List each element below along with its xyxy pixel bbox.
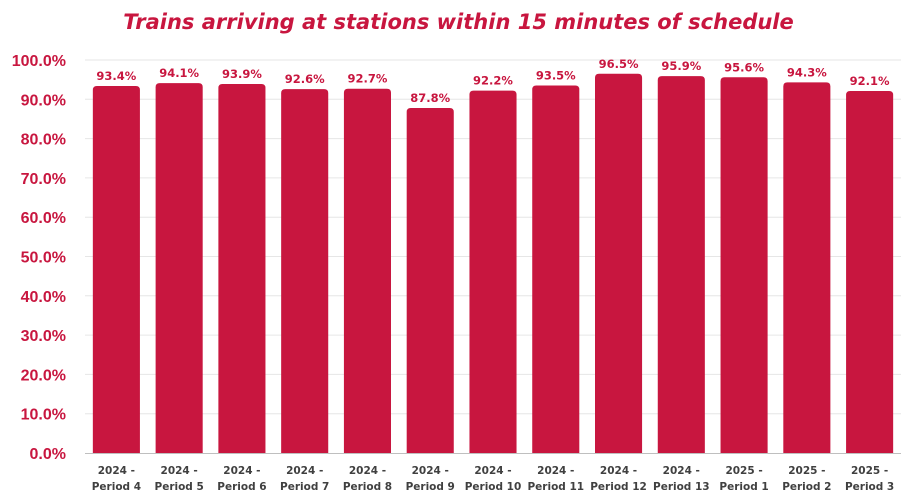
x-tick-label: Period 8 [343, 481, 392, 493]
y-tick-label: 90.0% [21, 92, 66, 109]
x-tick-label: 2024 - [663, 465, 700, 477]
x-tick-label: Period 3 [845, 481, 894, 493]
x-tick-label: Period 13 [653, 481, 710, 493]
y-axis-ticks: 0.0% 10.0% 20.0% 30.0% 40.0% 50.0% 60.0% 70.0% 8… [12, 53, 66, 463]
data-label: 94.3% [787, 65, 827, 79]
data-label: 95.6% [724, 60, 764, 74]
data-label: 93.9% [222, 67, 262, 81]
bars [92, 73, 894, 454]
x-tick-label: 2024 - [474, 465, 511, 477]
x-tick-label: 2024 - [223, 465, 260, 477]
x-tick-label: 2024 - [537, 465, 574, 477]
data-label: 94.1% [159, 66, 199, 80]
bar [218, 83, 266, 454]
bar [657, 76, 705, 453]
x-tick-label: Period 7 [280, 481, 329, 493]
data-label: 92.2% [473, 74, 513, 88]
bar [281, 89, 329, 453]
data-label: 93.4% [96, 69, 136, 83]
data-label: 96.5% [599, 57, 639, 71]
y-tick-label: 100.0% [12, 53, 66, 70]
bar [469, 90, 517, 454]
x-tick-label: 2024 - [412, 465, 449, 477]
x-tick-label: 2024 - [98, 465, 135, 477]
bar [92, 85, 140, 454]
x-tick-label: 2024 - [161, 465, 198, 477]
bar [595, 73, 643, 453]
data-label: 87.8% [410, 91, 450, 105]
bar [783, 82, 831, 453]
data-label: 92.1% [850, 74, 890, 88]
data-label: 92.6% [285, 72, 325, 86]
x-axis-ticks: 2024 - Period 4 2024 - Period 5 2024 - Period… [92, 465, 895, 493]
x-tick-label: 2024 - [349, 465, 386, 477]
chart-title: Trains arriving at stations within 15 mi… [123, 10, 794, 34]
x-tick-label: Period 9 [406, 481, 455, 493]
data-label: 93.5% [536, 69, 576, 83]
x-tick-label: 2025 - [851, 465, 888, 477]
x-tick-label: Period 6 [217, 481, 266, 493]
y-tick-label: 0.0% [30, 446, 66, 463]
x-tick-label: Period 10 [465, 481, 522, 493]
y-tick-label: 10.0% [21, 407, 66, 424]
bar [155, 83, 203, 453]
bar [532, 85, 580, 454]
x-tick-label: Period 2 [782, 481, 831, 493]
x-tick-label: Period 4 [92, 481, 141, 493]
x-tick-label: 2024 - [600, 465, 637, 477]
y-tick-label: 70.0% [21, 171, 66, 188]
x-tick-label: Period 5 [155, 481, 204, 493]
y-tick-label: 60.0% [21, 210, 66, 227]
data-labels: 93.4% 94.1% 93.9% 92.6% 92.7% 87.8% 92.2% 93.5%… [96, 57, 890, 105]
x-tick-label: Period 12 [590, 481, 647, 493]
data-label: 92.7% [348, 72, 388, 86]
x-tick-label: 2025 - [725, 465, 762, 477]
x-tick-label: Period 11 [527, 481, 584, 493]
y-tick-label: 50.0% [21, 250, 66, 267]
bar [406, 107, 454, 454]
x-tick-label: Period 1 [719, 481, 768, 493]
bar [846, 91, 894, 453]
y-tick-label: 20.0% [21, 367, 66, 384]
bar [343, 88, 391, 454]
y-tick-label: 80.0% [21, 132, 66, 149]
data-label: 95.9% [661, 59, 701, 73]
x-tick-label: 2024 - [286, 465, 323, 477]
y-tick-label: 30.0% [21, 328, 66, 345]
y-tick-label: 40.0% [21, 289, 66, 306]
x-tick-label: 2025 - [788, 465, 825, 477]
bar [720, 77, 768, 454]
